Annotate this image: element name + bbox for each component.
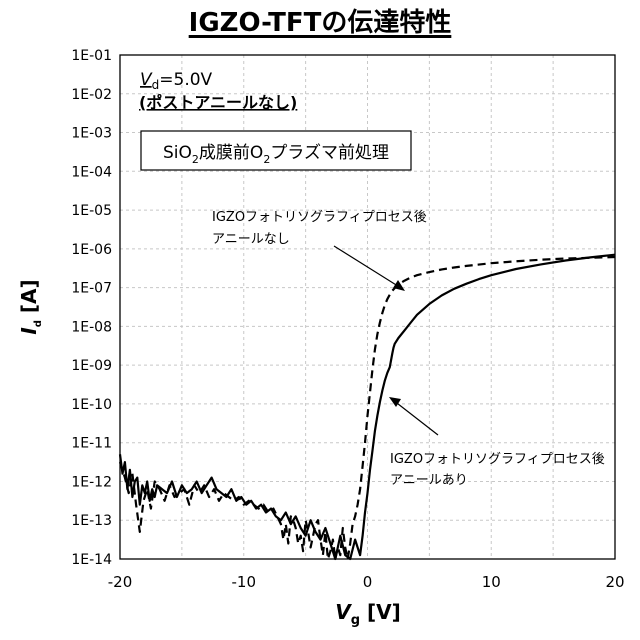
y-tick-label: 1E-14	[71, 552, 112, 568]
post-anneal-note: (ポストアニールなし)	[139, 93, 297, 112]
y-tick-label: 1E-09	[71, 358, 112, 374]
y-tick-label: 1E-03	[71, 126, 112, 142]
annotation-no-anneal-line1: IGZOフォトリソグラフィプロセス後	[212, 210, 427, 225]
x-tick-labels: -20 -10 0 10 20	[108, 573, 625, 591]
x-tick-label: -20	[108, 573, 133, 591]
x-axis-subscript: g	[351, 613, 360, 628]
y-tick-label: 1E-02	[71, 87, 112, 103]
x-tick-label: 20	[605, 573, 624, 591]
x-axis-symbol: V	[335, 600, 352, 624]
y-tick-label: 1E-12	[71, 474, 112, 490]
x-axis-label: Vg [V]	[335, 600, 401, 628]
annotation-anneal-line2: アニールあり	[390, 473, 468, 488]
x-axis-unit: [V]	[360, 600, 401, 624]
vd-condition: Vd=5.0V	[140, 70, 213, 92]
y-axis-label: Id [A]	[17, 279, 44, 334]
annotation-anneal-line1: IGZOフォトリソグラフィプロセス後	[390, 452, 605, 467]
y-tick-label: 1E-01	[71, 48, 112, 64]
y-axis-subscript: d	[33, 320, 44, 327]
y-tick-labels: 1E-14 1E-13 1E-12 1E-11 1E-10 1E-09 1E-08 1E-07…	[71, 48, 112, 568]
y-tick-label: 1E-08	[71, 319, 112, 335]
y-tick-label: 1E-06	[71, 242, 112, 258]
vd-value: =5.0V	[159, 70, 212, 90]
annotation-anneal-arrow	[393, 400, 438, 435]
y-tick-label: 1E-13	[71, 513, 112, 529]
y-tick-label: 1E-10	[71, 397, 112, 413]
x-tick-label: 0	[363, 573, 373, 591]
y-tick-label: 1E-07	[71, 281, 112, 297]
y-tick-label: 1E-05	[71, 203, 112, 219]
y-tick-label: 1E-04	[71, 164, 112, 180]
annotation-no-anneal-line2: アニールなし	[212, 232, 290, 247]
y-axis-unit: [A]	[17, 279, 41, 320]
vd-subscript: d	[152, 78, 160, 92]
annotation-no-anneal-arrow	[334, 246, 401, 288]
y-tick-label: 1E-11	[71, 436, 112, 452]
x-tick-label: 10	[482, 573, 501, 591]
x-tick-label: -10	[232, 573, 257, 591]
